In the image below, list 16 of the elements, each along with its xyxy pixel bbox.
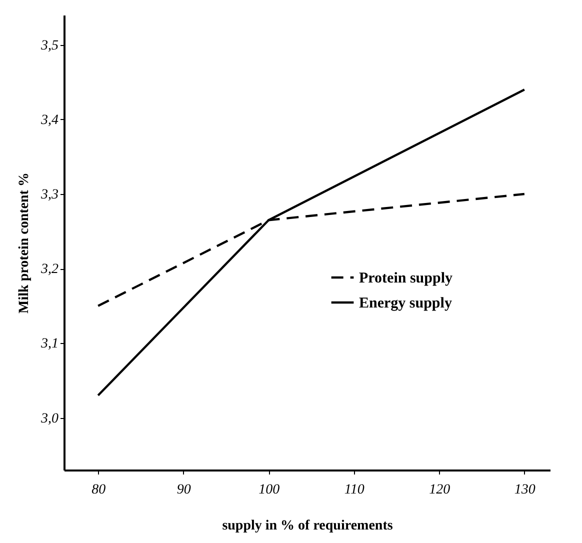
legend-label: Protein supply <box>359 270 453 286</box>
y-tick-label: 3,0 <box>40 411 58 426</box>
y-tick-label: 3,3 <box>40 188 58 203</box>
x-tick-label: 120 <box>429 482 450 498</box>
x-tick-label: 100 <box>258 482 280 498</box>
y-tick-label: 3,2 <box>40 262 58 278</box>
y-tick-label: 3,1 <box>40 336 58 352</box>
x-tick-label: 90 <box>176 482 191 498</box>
x-tick-label: 130 <box>514 482 536 498</box>
y-tick-label: 3,4 <box>40 112 58 128</box>
x-tick-label: 80 <box>92 482 106 498</box>
y-tick-label: 3,5 <box>40 38 58 54</box>
x-axis-title: supply in % of requirements <box>222 518 394 534</box>
x-tick-label: 110 <box>344 482 364 498</box>
y-axis-title: Milk protein content % <box>17 172 32 314</box>
legend-label: Energy supply <box>359 296 452 312</box>
